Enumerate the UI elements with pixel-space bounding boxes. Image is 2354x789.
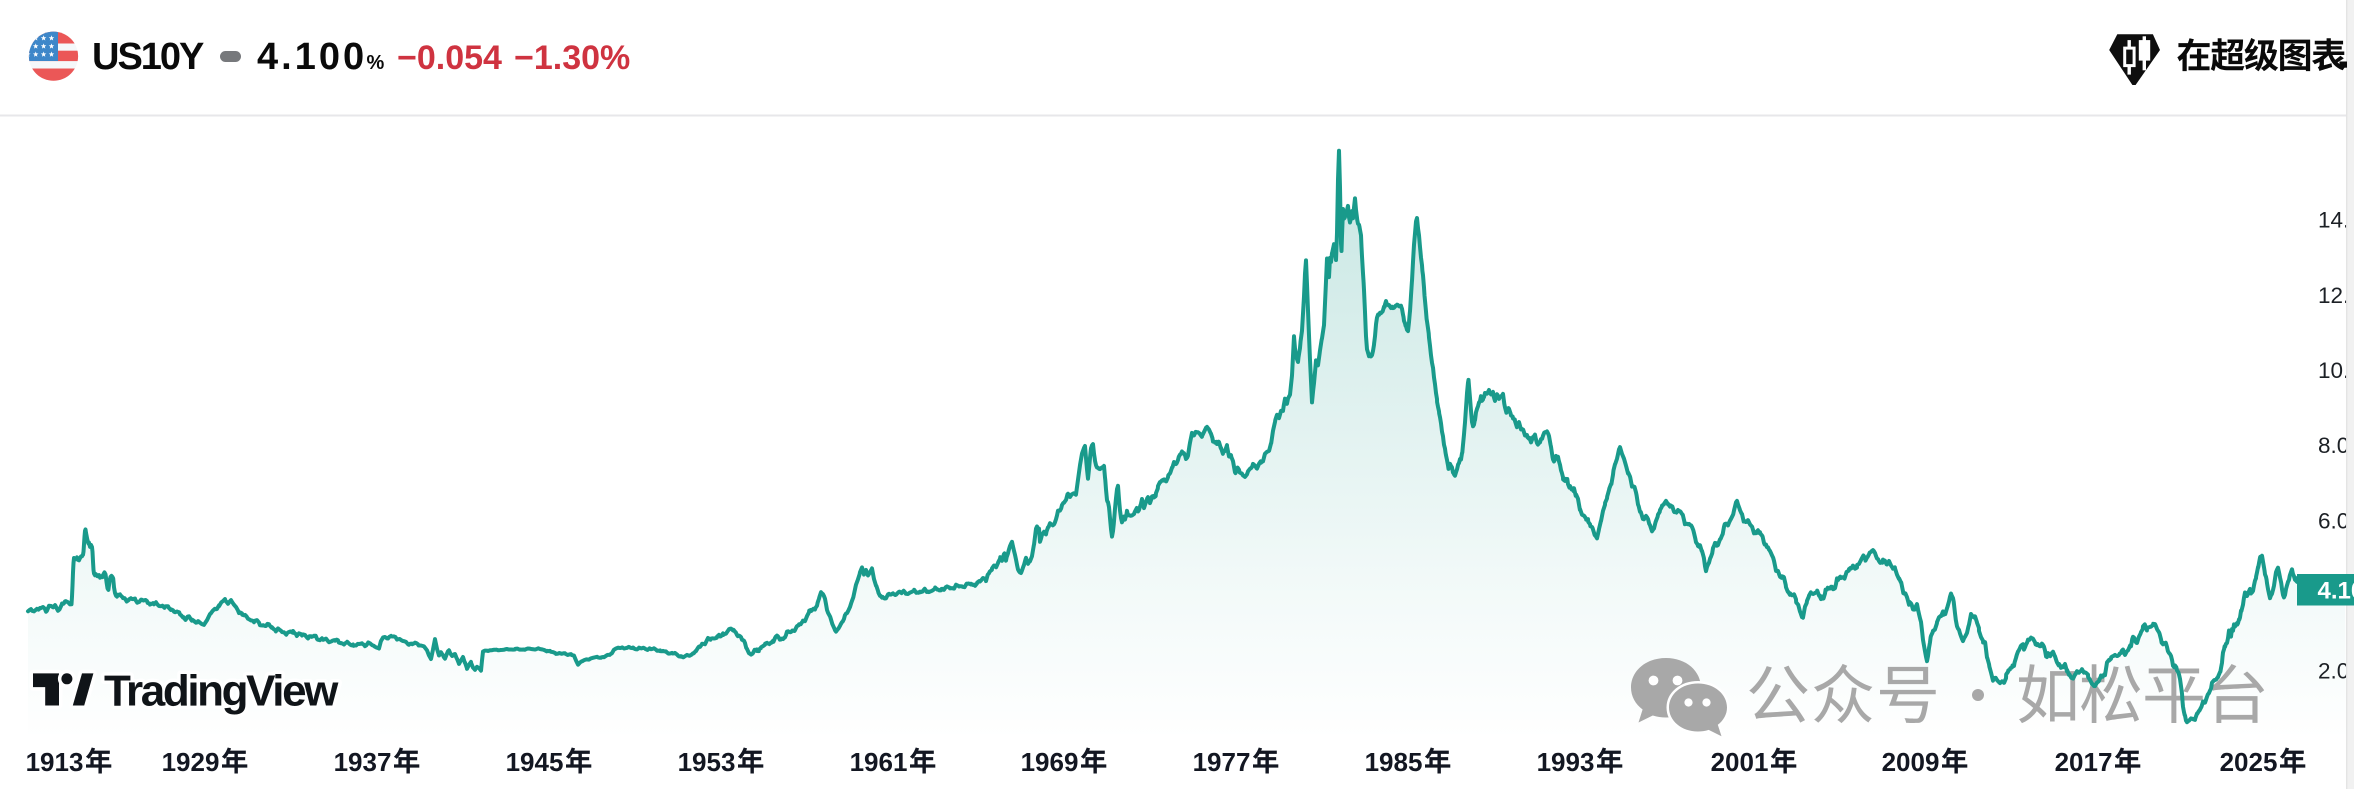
svg-text:1953: 1953 xyxy=(678,747,736,777)
svg-text:4.100: 4.100 xyxy=(2318,577,2354,604)
svg-text:1969: 1969 xyxy=(1021,747,1079,777)
svg-text:1929: 1929 xyxy=(162,747,220,777)
svg-text:2017: 2017 xyxy=(2055,747,2113,777)
svg-text:1985: 1985 xyxy=(1365,747,1423,777)
svg-text:2001: 2001 xyxy=(1711,747,1769,777)
svg-text:−1.30%: −1.30% xyxy=(514,39,630,77)
svg-text:TradingView: TradingView xyxy=(104,667,339,716)
svg-text:1913: 1913 xyxy=(26,747,84,777)
svg-text:2025: 2025 xyxy=(2220,747,2278,777)
svg-text:1977: 1977 xyxy=(1193,747,1251,777)
svg-text:US10Y: US10Y xyxy=(92,36,204,78)
svg-text:−0.054: −0.054 xyxy=(397,39,502,77)
svg-text:2009: 2009 xyxy=(1882,747,1940,777)
svg-text:4.100: 4.100 xyxy=(257,36,367,78)
svg-text:1961: 1961 xyxy=(850,747,908,777)
svg-text:1937: 1937 xyxy=(334,747,392,777)
svg-text:1993: 1993 xyxy=(1537,747,1595,777)
svg-text:1945: 1945 xyxy=(506,747,564,777)
svg-text:%: % xyxy=(367,52,385,74)
